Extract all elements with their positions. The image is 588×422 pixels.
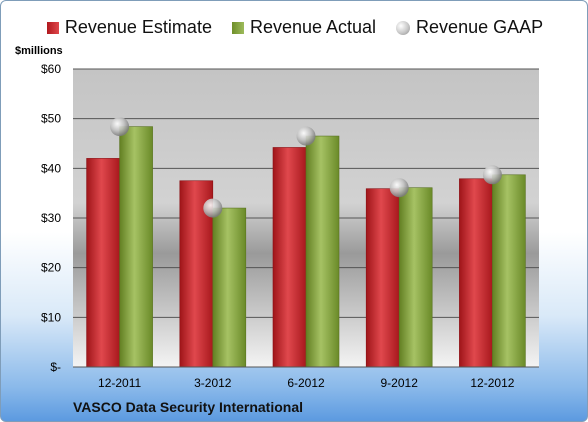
legend-swatch-estimate (46, 21, 59, 34)
y-tick-label: $20 (41, 261, 61, 275)
bar-revenue-actual (305, 135, 340, 368)
y-tick-label: $30 (41, 211, 61, 225)
bar-revenue-estimate (272, 147, 307, 368)
y-axis-unit-label: $millions (15, 45, 63, 57)
y-tick-label: $60 (41, 62, 61, 76)
legend-item-estimate: Revenue Estimate (46, 17, 212, 38)
bar-revenue-estimate (86, 158, 120, 368)
legend-swatch-actual (231, 21, 244, 34)
legend-item-gaap: Revenue GAAP (396, 17, 543, 38)
y-tick-label: $10 (41, 310, 61, 324)
legend-item-actual: Revenue Actual (231, 17, 377, 38)
marker-revenue-gaap (203, 198, 223, 218)
legend-label-gaap: Revenue GAAP (416, 17, 544, 37)
marker-revenue-gaap (482, 165, 502, 185)
legend-label-estimate: Revenue Estimate (64, 17, 212, 37)
bar-revenue-actual (119, 126, 153, 368)
y-tick-label: $- (50, 360, 61, 374)
legend: Revenue Estimate Revenue Actual Revenue … (1, 17, 587, 38)
x-tick-label: 6-2012 (287, 376, 325, 390)
bar-revenue-actual (492, 174, 526, 368)
x-tick-label: 3-2012 (194, 376, 232, 390)
x-tick-label: 9-2012 (381, 376, 419, 390)
bar-revenue-estimate (459, 178, 493, 368)
y-tick-label: $40 (41, 161, 61, 175)
bar-revenue-actual (212, 207, 247, 368)
x-tick-label: 12-2012 (470, 376, 514, 390)
bar-revenue-estimate (365, 188, 400, 368)
marker-revenue-gaap (110, 117, 130, 137)
bar-revenue-actual (398, 187, 433, 368)
marker-revenue-gaap (296, 126, 316, 146)
x-tick-label: 12-2011 (98, 376, 141, 390)
company-name: VASCO Data Security International (73, 399, 304, 415)
y-tick-label: $50 (41, 112, 61, 126)
marker-revenue-gaap (389, 178, 409, 198)
legend-label-actual: Revenue Actual (249, 17, 377, 37)
legend-swatch-gaap (396, 20, 411, 35)
